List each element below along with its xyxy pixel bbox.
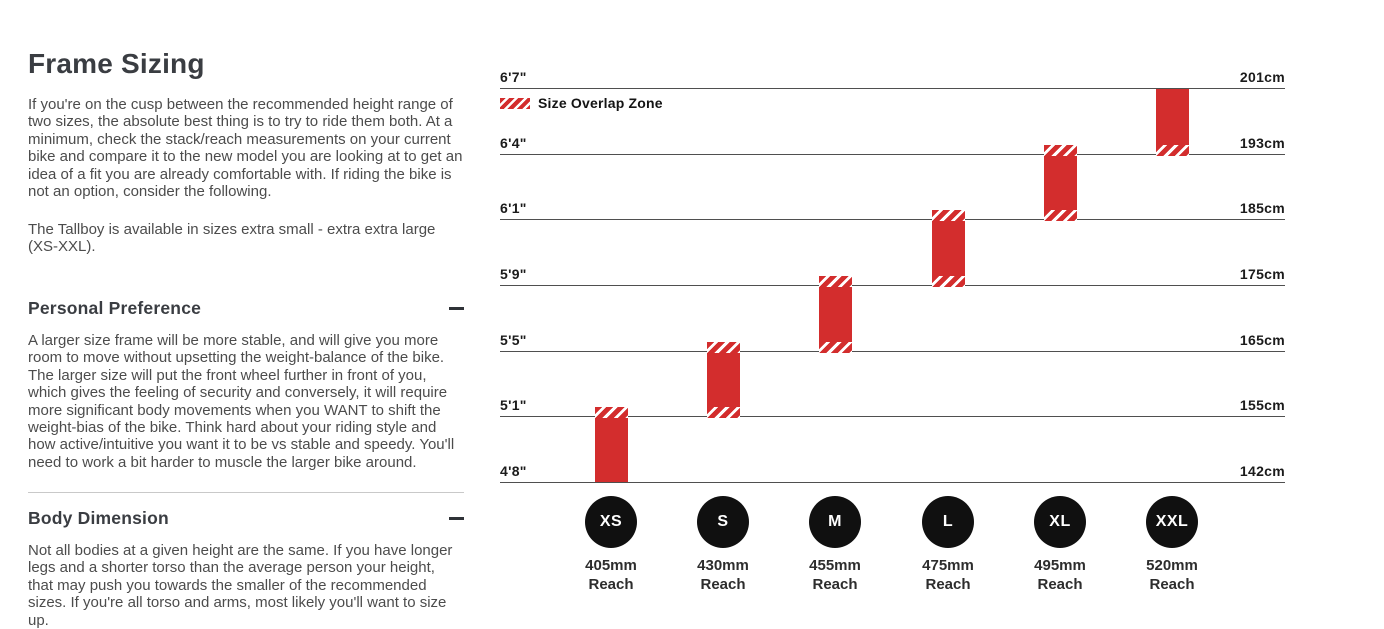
height-label-ft: 5'1" (500, 397, 527, 414)
chart-legend: Size Overlap Zone (500, 95, 663, 111)
height-label-ft: 6'1" (500, 200, 527, 217)
section-header-body-dimension[interactable]: Body Dimension (28, 508, 464, 529)
size-badge-xs: XS (585, 496, 637, 548)
reach-value: 495mm (1034, 557, 1086, 574)
overlap-zone-top (706, 341, 740, 353)
frame-sizing-panel: Frame Sizing If you're on the cusp betwe… (28, 0, 464, 629)
size-badge-l: L (922, 496, 974, 548)
height-gridline (500, 88, 1285, 89)
section-header-personal-preference[interactable]: Personal Preference (28, 298, 464, 319)
size-range-bar-s (706, 341, 740, 419)
intro-paragraph: If you're on the cusp between the recomm… (28, 96, 463, 201)
size-range-bar-xxl (1155, 89, 1189, 156)
reach-unit-label: Reach (925, 576, 971, 593)
height-label-cm: 175cm (1239, 266, 1285, 282)
overlap-zone-top (1043, 144, 1077, 156)
legend-label: Size Overlap Zone (538, 95, 663, 111)
overlap-zone-bottom (1043, 210, 1077, 222)
page-title: Frame Sizing (28, 48, 205, 79)
reach-value: 520mm (1146, 557, 1198, 574)
reach-unit-label: Reach (1037, 576, 1083, 593)
reach-label-xs: 405mm Reach (561, 556, 661, 594)
height-gridline (500, 416, 1285, 418)
height-gridline (500, 350, 1285, 352)
section-heading: Personal Preference (28, 298, 202, 318)
height-label-cm: 193cm (1239, 134, 1285, 151)
reach-unit-label: Reach (812, 576, 858, 593)
reach-label-xxl: 520mm Reach (1122, 556, 1222, 594)
collapse-minus-icon[interactable] (449, 517, 464, 520)
overlap-zone-top (818, 276, 852, 287)
overlap-zone-bottom (1155, 144, 1189, 156)
size-overlap-zone-swatch-icon (500, 97, 530, 109)
size-badge-xxl: XXL (1146, 496, 1198, 548)
size-range-bar-xl (1043, 144, 1077, 222)
reach-value: 475mm (922, 557, 974, 574)
size-chart: Size Overlap Zone 6'7" 201cm 6'4" 193cm 6'1"… (500, 0, 1285, 624)
size-range-bar-m (818, 276, 852, 353)
size-badge-s: S (697, 496, 749, 548)
reach-unit-label: Reach (588, 576, 634, 593)
overlap-zone-bottom (931, 275, 965, 287)
reach-unit-label: Reach (1149, 576, 1195, 593)
overlap-zone-top (931, 210, 965, 222)
height-label-ft: 5'5" (500, 331, 527, 348)
size-badge-xl: XL (1034, 496, 1086, 548)
overlap-zone-bottom (706, 407, 740, 419)
overlap-zone-bottom (818, 341, 852, 353)
height-gridline (500, 153, 1285, 155)
height-label-cm: 201cm (1239, 69, 1285, 85)
reach-value: 455mm (809, 557, 861, 574)
size-range-bar-l (931, 210, 965, 287)
reach-label-s: 430mm Reach (673, 556, 773, 594)
overlap-zone-top (594, 407, 628, 419)
height-gridline (500, 482, 1285, 484)
section-heading: Body Dimension (28, 508, 169, 528)
body-dimension-paragraph: Not all bodies at a given height are the… (28, 542, 453, 629)
height-label-cm: 142cm (1239, 463, 1285, 480)
height-label-cm: 165cm (1239, 331, 1285, 348)
personal-preference-paragraph: A larger size frame will be more stable,… (28, 332, 455, 471)
collapse-minus-icon[interactable] (449, 307, 464, 310)
reach-label-l: 475mm Reach (898, 556, 998, 594)
height-label-ft: 4'8" (500, 463, 527, 480)
reach-value: 405mm (585, 557, 637, 574)
height-gridline (500, 285, 1285, 286)
reach-unit-label: Reach (700, 576, 746, 593)
height-label-ft: 6'4" (500, 134, 527, 151)
height-label-ft: 6'7" (500, 69, 527, 85)
height-gridline (500, 219, 1285, 221)
availability-paragraph: The Tallboy is available in sizes extra … (28, 221, 436, 256)
reach-label-m: 455mm Reach (785, 556, 885, 594)
size-badge-m: M (809, 496, 861, 548)
height-label-ft: 5'9" (500, 266, 527, 282)
reach-value: 430mm (697, 557, 749, 574)
height-label-cm: 155cm (1239, 397, 1285, 414)
section-divider (28, 492, 464, 493)
size-range-bar-xs (594, 407, 628, 482)
reach-label-xl: 495mm Reach (1010, 556, 1110, 594)
height-label-cm: 185cm (1239, 200, 1285, 217)
